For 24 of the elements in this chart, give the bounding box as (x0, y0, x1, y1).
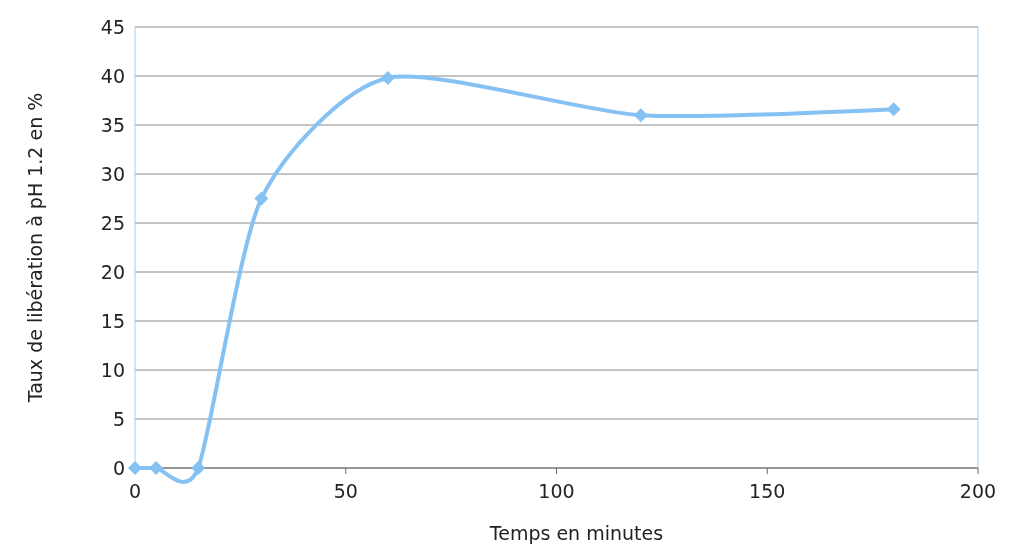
point (254, 191, 269, 206)
y-tick-label: 40 (100, 64, 125, 87)
point (191, 461, 206, 475)
x-tick-label: 150 (749, 480, 786, 502)
point (128, 461, 142, 475)
x-tick-label: 200 (959, 480, 997, 502)
y-tick-label: 45 (100, 15, 125, 38)
point (149, 461, 164, 475)
x-tick-label: 50 (333, 480, 358, 502)
point (886, 102, 901, 117)
x-tick-label: 0 (128, 480, 142, 502)
y-tick-label: 20 (100, 260, 125, 283)
y-tick-label: 15 (100, 309, 125, 332)
y-tick-label: 30 (100, 162, 125, 185)
y-tick-label: 5 (112, 407, 125, 430)
y-tick-label: 35 (100, 113, 125, 136)
y-tick-label: 0 (112, 456, 125, 479)
point (380, 70, 395, 85)
point (633, 108, 648, 123)
y-tick-label: 10 (100, 358, 125, 381)
x-tick-label: 100 (538, 480, 575, 502)
y-tick-label: 25 (100, 211, 125, 234)
y-axis-title: Taux de libération à pH 1.2 en % (24, 92, 46, 404)
x-axis-title: Temps en minutes (488, 522, 664, 544)
